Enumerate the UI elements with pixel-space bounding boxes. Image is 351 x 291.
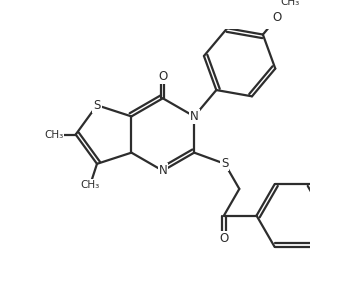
Text: O: O [158,70,167,83]
Text: O: O [219,232,229,244]
Text: N: N [158,164,167,177]
Text: S: S [93,99,101,112]
Text: N: N [190,110,199,123]
Text: CH₃: CH₃ [44,129,64,139]
Text: O: O [273,11,282,24]
Text: CH₃: CH₃ [281,0,300,7]
Text: CH₃: CH₃ [81,180,100,189]
Text: S: S [221,157,229,170]
